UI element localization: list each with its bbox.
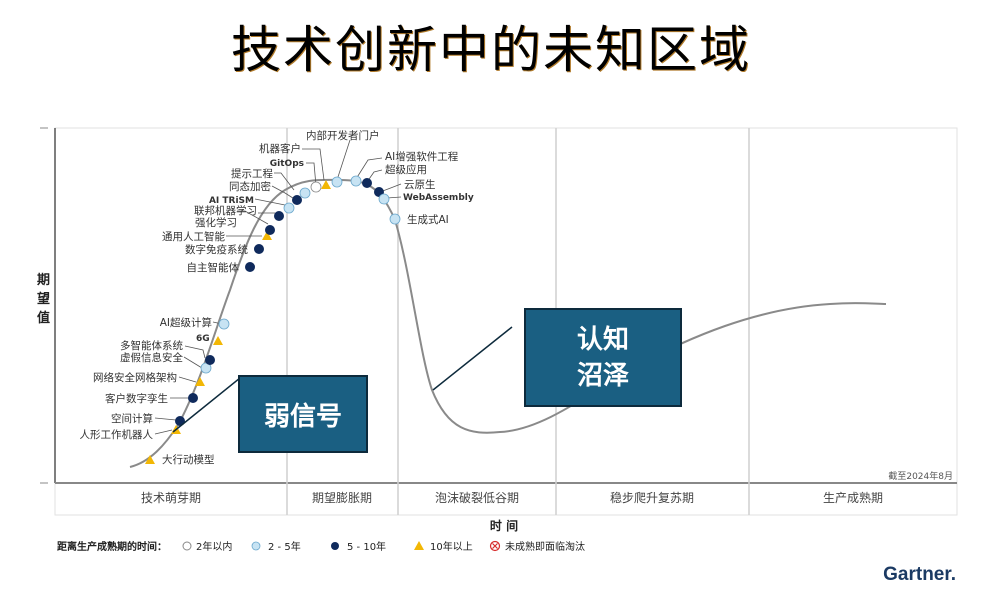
weak-signal-callout: 弱信号 [238, 375, 368, 453]
weak-signal-pointer [172, 377, 241, 433]
triangle-marker-large-action-model [145, 455, 155, 464]
circle-marker-ai-trism [283, 202, 295, 214]
circle-marker-customer-digital-twin [188, 393, 198, 403]
circle-marker-webassembly [378, 193, 390, 205]
legend-label-lt2: 2年以内 [196, 540, 232, 553]
circle-marker-ai-augmented-se [350, 175, 362, 187]
label-spatial-computing: 空间计算 [111, 412, 153, 425]
circle-marker-digital-immune [254, 244, 264, 254]
label-cybersecurity-mesh: 网络安全网格架构 [93, 371, 177, 384]
cognitive-swamp-pointer [432, 326, 513, 391]
label-superapps: 超级应用 [385, 163, 427, 176]
label-customer-digital-twin: 客户数字孪生 [105, 392, 168, 405]
legend-label-5to10: 5 - 10年 [347, 540, 386, 553]
label-disinformation-security: 虚假信息安全 [120, 351, 183, 364]
legend-label-gt10: 10年以上 [430, 540, 473, 553]
page-title: 技术创新中的未知区域 [231, 21, 751, 79]
phase-label-trigger: 技术萌芽期 [141, 491, 201, 505]
circle-marker-ai-supercomputing [218, 318, 230, 330]
label-ai-supercomputing: AI超级计算 [160, 316, 212, 329]
legend: 距离生产成熟期的时间： 2年以内 2 - 5年 5 - 10年 10年以上 未成… [57, 540, 585, 553]
legend-icon-gt10 [414, 541, 424, 550]
circle-marker-gitops [310, 181, 322, 193]
phase-label-peak: 期望膨胀期 [312, 491, 372, 505]
label-6g: 6G [196, 334, 210, 344]
phase-label-slope: 稳步爬升复苏期 [610, 490, 694, 505]
label-reinforcement-learning: 强化学习 [195, 216, 237, 229]
triangle-marker-cybersecurity-mesh [195, 377, 205, 386]
label-agi: 通用人工智能 [162, 230, 225, 243]
legend-prefix: 距离生产成熟期的时间： [57, 540, 167, 553]
legend-icon-2to5 [251, 541, 261, 551]
x-axis-label: 时 间 [490, 518, 518, 533]
label-homomorphic-encryption: 同态加密 [229, 180, 271, 193]
triangle-marker-machine-customers [321, 180, 331, 189]
markers [145, 175, 401, 464]
phase-label-trough: 泡沫破裂低谷期 [435, 490, 519, 505]
y-axis-label-1: 期 [37, 273, 50, 288]
triangle-marker-agi [262, 231, 272, 240]
circle-marker-internal-dev-portal [331, 176, 343, 188]
label-internal-dev-portal: 内部开发者门户 [306, 129, 380, 142]
circle-marker-generative-ai [389, 213, 401, 225]
label-ai-trism: AI TRiSM [209, 196, 254, 206]
phase-labels: 技术萌芽期 期望膨胀期 泡沫破裂低谷期 稳步爬升复苏期 生产成熟期 [141, 490, 883, 505]
point-labels: 大行动模型 人形工作机器人 空间计算 客户数字孪生 网络安全网格架构 虚假信息安… [80, 129, 474, 466]
label-autonomous-agents: 自主智能体 [187, 261, 240, 274]
cognitive-swamp-text-line2: 沼泽 [576, 360, 629, 391]
gartner-logo: Gartner. [883, 564, 956, 585]
label-multi-agent: 多智能体系统 [120, 339, 183, 352]
y-axis-label-2: 望 [37, 291, 50, 307]
circle-marker-prompt-engineering [299, 187, 311, 199]
label-machine-customers: 机器客户 [259, 142, 301, 155]
label-ai-augmented-se: AI增强软件工程 [385, 150, 459, 163]
cognitive-swamp-text-line1: 认知 [576, 324, 629, 355]
y-axis-label-3: 值 [37, 310, 50, 326]
circle-marker-autonomous-agents [245, 262, 255, 272]
label-digital-immune: 数字免疫系统 [185, 243, 248, 256]
label-gitops: GitOps [270, 159, 304, 169]
as-of-date: 截至2024年8月 [888, 470, 953, 482]
cognitive-swamp-callout: 认知 沼泽 [524, 308, 682, 407]
label-generative-ai: 生成式AI [407, 213, 449, 226]
circle-marker-federated-ml [274, 211, 284, 221]
label-humanoid-robot: 人形工作机器人 [80, 428, 154, 441]
label-federated-ml: 联邦机器学习 [194, 204, 257, 217]
circle-marker-reinforcement-learning [265, 225, 275, 235]
legend-icon-5to10 [331, 542, 339, 550]
legend-icon-lt2 [182, 541, 192, 551]
label-prompt-engineering: 提示工程 [231, 168, 273, 180]
weak-signal-text: 弱信号 [263, 401, 342, 432]
legend-icon-obsolete-x [492, 543, 498, 549]
phase-label-plateau: 生产成熟期 [823, 490, 883, 505]
label-large-action-model: 大行动模型 [162, 453, 215, 466]
circle-marker-superapps [362, 178, 372, 188]
triangle-marker-6g [213, 336, 223, 345]
circle-marker-homomorphic-encryption [292, 195, 302, 205]
label-cloud-native: 云原生 [404, 178, 436, 191]
circle-marker-multi-agent [205, 355, 215, 365]
label-webassembly: WebAssembly [403, 193, 474, 203]
legend-label-obsolete: 未成熟即面临淘汰 [505, 540, 585, 553]
legend-label-2to5: 2 - 5年 [268, 540, 301, 553]
